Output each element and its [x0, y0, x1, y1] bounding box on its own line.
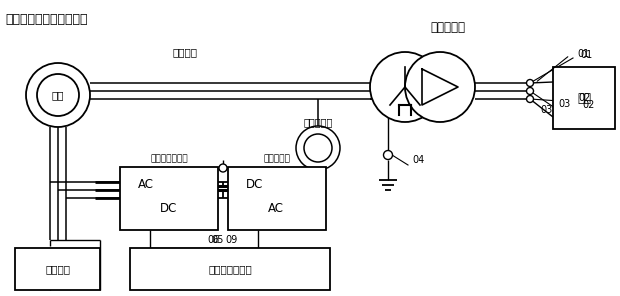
Circle shape [370, 52, 440, 122]
Text: 03: 03 [540, 105, 552, 115]
Text: 换流变滤器: 换流变滤器 [303, 117, 333, 127]
Text: 定子输出: 定子输出 [172, 47, 198, 57]
Circle shape [26, 63, 90, 127]
Text: 09: 09 [225, 235, 237, 245]
Text: DC: DC [246, 178, 264, 192]
Circle shape [384, 150, 392, 160]
Text: 网侧变流器: 网侧变流器 [264, 155, 290, 163]
Text: 双馈感应风力发电机风力: 双馈感应风力发电机风力 [5, 13, 87, 26]
Text: 01: 01 [577, 49, 589, 59]
Text: 03: 03 [558, 99, 570, 109]
Text: 升压变压器: 升压变压器 [430, 20, 466, 33]
Bar [553, 67, 615, 129]
Text: 变流器控制系统: 变流器控制系统 [208, 264, 252, 274]
Circle shape [219, 164, 227, 172]
Bar [228, 167, 326, 230]
Bar [15, 248, 100, 290]
Text: AC: AC [268, 202, 284, 215]
Text: 02: 02 [582, 100, 595, 110]
Text: 转子: 转子 [51, 90, 64, 100]
Circle shape [526, 80, 533, 86]
Circle shape [405, 52, 475, 122]
Text: 02: 02 [578, 93, 590, 103]
Text: 保护控制: 保护控制 [45, 264, 70, 274]
Circle shape [37, 74, 79, 116]
Bar [120, 167, 218, 230]
Circle shape [526, 88, 533, 94]
Text: 05: 05 [212, 235, 224, 245]
Circle shape [296, 126, 340, 170]
Text: 电网: 电网 [577, 91, 591, 104]
Circle shape [304, 134, 332, 162]
Text: AC: AC [138, 178, 154, 192]
Bar [130, 248, 330, 290]
Text: DC: DC [160, 202, 177, 215]
Text: 06: 06 [207, 235, 219, 245]
Text: 01: 01 [580, 50, 592, 60]
Circle shape [526, 96, 533, 102]
Text: 04: 04 [412, 155, 424, 165]
Text: 发动机侧变流器: 发动机侧变流器 [150, 155, 188, 163]
